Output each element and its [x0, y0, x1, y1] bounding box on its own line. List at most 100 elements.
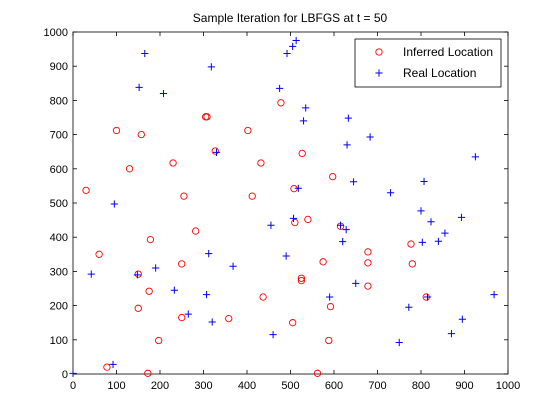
real-point	[208, 318, 216, 326]
real-point	[110, 200, 118, 208]
legend-label: Inferred Location	[403, 45, 493, 59]
series-circle	[82, 99, 430, 377]
inferred-point	[103, 363, 111, 371]
y-tick-label: 300	[50, 266, 68, 278]
real-point	[299, 117, 308, 125]
inferred-point	[146, 235, 155, 244]
y-tick-label: 700	[50, 130, 68, 142]
real-point	[420, 177, 428, 186]
real-point	[294, 184, 302, 192]
inferred-point	[364, 248, 372, 256]
inferred-point	[364, 259, 372, 267]
inferred-point	[211, 147, 219, 155]
inferred-point	[145, 287, 153, 295]
real-point	[417, 207, 425, 215]
inferred-point	[180, 192, 188, 200]
inferred-point	[297, 274, 306, 282]
real-point	[352, 279, 360, 287]
real-point	[471, 153, 479, 161]
real-point	[289, 214, 298, 222]
real-point	[326, 293, 334, 301]
real-point	[457, 213, 466, 221]
inferred-point	[326, 302, 335, 311]
legend-marker-circle	[375, 48, 383, 56]
x-tick-label: 800	[412, 380, 430, 392]
real-point	[152, 264, 160, 272]
real-point	[441, 229, 449, 237]
x-tick-label: 300	[194, 380, 212, 392]
real-point	[207, 63, 215, 71]
inferred-point	[144, 369, 152, 377]
legend-box	[354, 38, 502, 88]
y-tick-label: 200	[50, 301, 68, 313]
real-point	[344, 114, 352, 122]
x-tick-label: 200	[151, 380, 169, 392]
real-point	[302, 104, 310, 112]
real-point	[133, 271, 141, 279]
real-point	[447, 330, 456, 338]
real-point	[141, 49, 149, 58]
real-point	[339, 238, 347, 246]
inferred-point	[313, 369, 322, 377]
inferred-point	[244, 126, 252, 135]
real-point	[269, 331, 277, 339]
legend: Inferred Location Real Location	[354, 38, 502, 88]
inferred-point	[95, 250, 103, 258]
real-point	[366, 133, 374, 141]
y-tick-label: 900	[50, 61, 68, 73]
real-point	[427, 218, 435, 226]
inferred-point	[291, 218, 299, 227]
axis-tick-labels: 0 100 200 300 400 500 600 700 800 900 1000 0 100 200 3…	[44, 27, 521, 392]
inferred-point	[329, 173, 337, 181]
real-point	[405, 303, 413, 311]
y-tick-label: 1000	[44, 27, 68, 39]
inferred-point	[257, 159, 265, 167]
real-point	[349, 178, 358, 186]
inferred-point	[125, 165, 134, 173]
real-point	[69, 369, 77, 377]
real-point	[184, 310, 192, 318]
inferred-point	[134, 270, 142, 278]
inferred-point	[192, 227, 200, 235]
x-tick-label: 400	[238, 380, 256, 392]
y-tick-label: 100	[50, 335, 68, 347]
real-point	[212, 148, 221, 156]
inferred-point	[297, 276, 306, 285]
inferred-point	[319, 258, 327, 266]
x-tick-label: 600	[325, 380, 343, 392]
inferred-point	[304, 215, 312, 224]
real-point	[205, 250, 213, 258]
x-tick-label: 0	[70, 380, 76, 392]
x-tick-label: 700	[368, 380, 386, 392]
inferred-point	[225, 314, 233, 323]
real-point	[87, 270, 95, 278]
real-point	[109, 360, 117, 369]
inferred-point	[82, 186, 90, 194]
series-plus	[69, 36, 498, 377]
real-point	[267, 221, 275, 229]
legend-label: Real Location	[403, 66, 476, 80]
inferred-point	[259, 293, 267, 301]
y-tick-label: 600	[50, 164, 68, 176]
plot-area	[72, 31, 509, 375]
real-point	[282, 252, 290, 260]
inferred-point	[112, 126, 121, 135]
real-point	[292, 36, 300, 45]
real-point	[283, 49, 291, 58]
inferred-point	[203, 113, 211, 121]
inferred-point	[277, 99, 285, 107]
inferred-point	[178, 260, 186, 268]
inferred-point	[289, 319, 297, 327]
real-point	[229, 262, 237, 270]
inferred-point	[137, 130, 145, 139]
x-tick-label: 1000	[496, 380, 520, 392]
y-tick-label: 500	[50, 198, 68, 210]
x-tick-label: 100	[107, 380, 125, 392]
real-point	[159, 89, 168, 98]
real-point	[342, 226, 350, 234]
real-point	[395, 338, 403, 347]
inferred-point	[408, 260, 416, 268]
inferred-point	[169, 159, 177, 167]
inferred-point	[155, 336, 163, 345]
